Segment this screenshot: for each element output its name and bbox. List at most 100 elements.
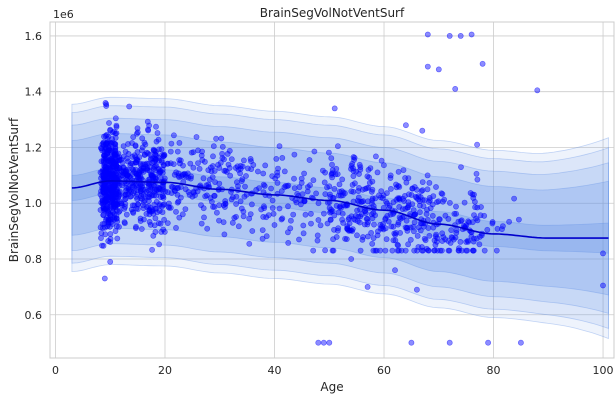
scatter-point: [227, 172, 234, 179]
scatter-point: [412, 193, 419, 200]
scatter-point: [249, 228, 256, 234]
scatter-point: [218, 135, 225, 142]
scatter-point: [337, 203, 344, 210]
scatter-point: [207, 164, 214, 171]
scatter-point: [235, 223, 242, 230]
scatter-point: [408, 339, 415, 346]
scatter-point: [298, 175, 305, 182]
x-tick-label: 20: [158, 364, 172, 377]
scatter-point: [422, 237, 429, 244]
scatter-point: [153, 123, 159, 130]
scatter-point: [146, 122, 152, 129]
scatter-point: [345, 216, 352, 223]
scatter-point: [410, 207, 417, 213]
scatter-point: [275, 165, 281, 172]
scatter-point: [479, 60, 486, 67]
scatter-point: [212, 179, 218, 185]
scatter-point: [276, 205, 283, 212]
scatter-point: [315, 339, 322, 346]
scatter-point: [468, 233, 475, 240]
scatter-point: [322, 191, 329, 197]
scatter-point: [436, 216, 443, 223]
scatter-point: [307, 210, 314, 217]
scatter-point: [360, 234, 366, 240]
scatter-point: [260, 170, 267, 177]
scatter-point: [129, 153, 136, 160]
scatter-point: [364, 283, 371, 290]
scatter-point: [392, 231, 399, 238]
scatter-point: [445, 247, 452, 254]
scatter-point: [457, 218, 464, 224]
scatter-point: [195, 147, 201, 154]
scatter-point: [239, 176, 246, 183]
scatter-point: [457, 33, 464, 39]
scatter-point: [168, 140, 175, 147]
scatter-point: [413, 286, 420, 293]
scatter-point: [363, 185, 370, 191]
scatter-point: [441, 196, 448, 203]
scatter-point: [107, 204, 114, 210]
scatter-point: [405, 191, 412, 198]
scatter-point: [351, 154, 358, 161]
scatter-point: [159, 209, 166, 216]
scatter-point: [166, 204, 173, 211]
scatter-point: [423, 211, 430, 217]
scatter-point: [315, 200, 322, 207]
scatter-point: [107, 258, 114, 265]
scatter-point: [302, 211, 309, 218]
scatter-point: [313, 190, 319, 197]
scatter-point: [268, 185, 274, 192]
scatter-point: [99, 200, 106, 207]
scatter-point: [356, 171, 362, 177]
scatter-point: [140, 205, 147, 212]
scatter-point: [424, 31, 431, 38]
scatter-point: [260, 181, 267, 188]
scatter-points: [97, 31, 606, 346]
scatter-point: [137, 215, 144, 222]
scatter-point: [278, 188, 285, 194]
scatter-point: [248, 201, 255, 208]
x-tick-label: 40: [268, 364, 282, 377]
scatter-point: [157, 194, 164, 200]
scatter-point: [98, 188, 104, 195]
scatter-point: [298, 179, 305, 186]
scatter-point: [340, 189, 347, 196]
scatter-point: [339, 210, 346, 217]
scatter-point: [123, 211, 130, 218]
scatter-point: [114, 157, 120, 164]
scatter-point: [261, 205, 268, 211]
scatter-point: [334, 143, 341, 150]
scatter-point: [108, 141, 114, 147]
scatter-point: [416, 209, 423, 216]
scatter-point: [112, 130, 119, 137]
scatter-point: [244, 165, 251, 172]
scatter-point: [355, 199, 362, 205]
scatter-point: [98, 230, 105, 237]
scatter-point: [473, 170, 480, 177]
scatter-point: [448, 234, 455, 240]
scatter-point: [319, 167, 326, 174]
scatter-point: [331, 185, 338, 192]
scatter-point: [330, 236, 336, 243]
scatter-point: [112, 141, 119, 147]
scatter-point: [113, 170, 120, 176]
scatter-point: [126, 188, 133, 195]
scatter-point: [126, 103, 133, 110]
scatter-point: [133, 193, 140, 200]
scatter-point: [403, 217, 410, 224]
scatter-point: [369, 178, 376, 185]
scatter-point: [259, 227, 266, 233]
scatter-point: [403, 179, 410, 186]
scatter-point: [192, 192, 198, 199]
scatter-point: [370, 235, 377, 241]
scatter-point: [314, 237, 321, 244]
scatter-point: [395, 168, 402, 175]
scatter-point: [233, 201, 239, 207]
scatter-point: [349, 181, 356, 188]
scatter-point: [481, 247, 488, 254]
scatter-point: [370, 247, 377, 254]
scatter-point: [143, 210, 150, 217]
scatter-point: [358, 198, 364, 205]
scatter-point: [224, 150, 231, 157]
scatter-point: [176, 157, 183, 163]
